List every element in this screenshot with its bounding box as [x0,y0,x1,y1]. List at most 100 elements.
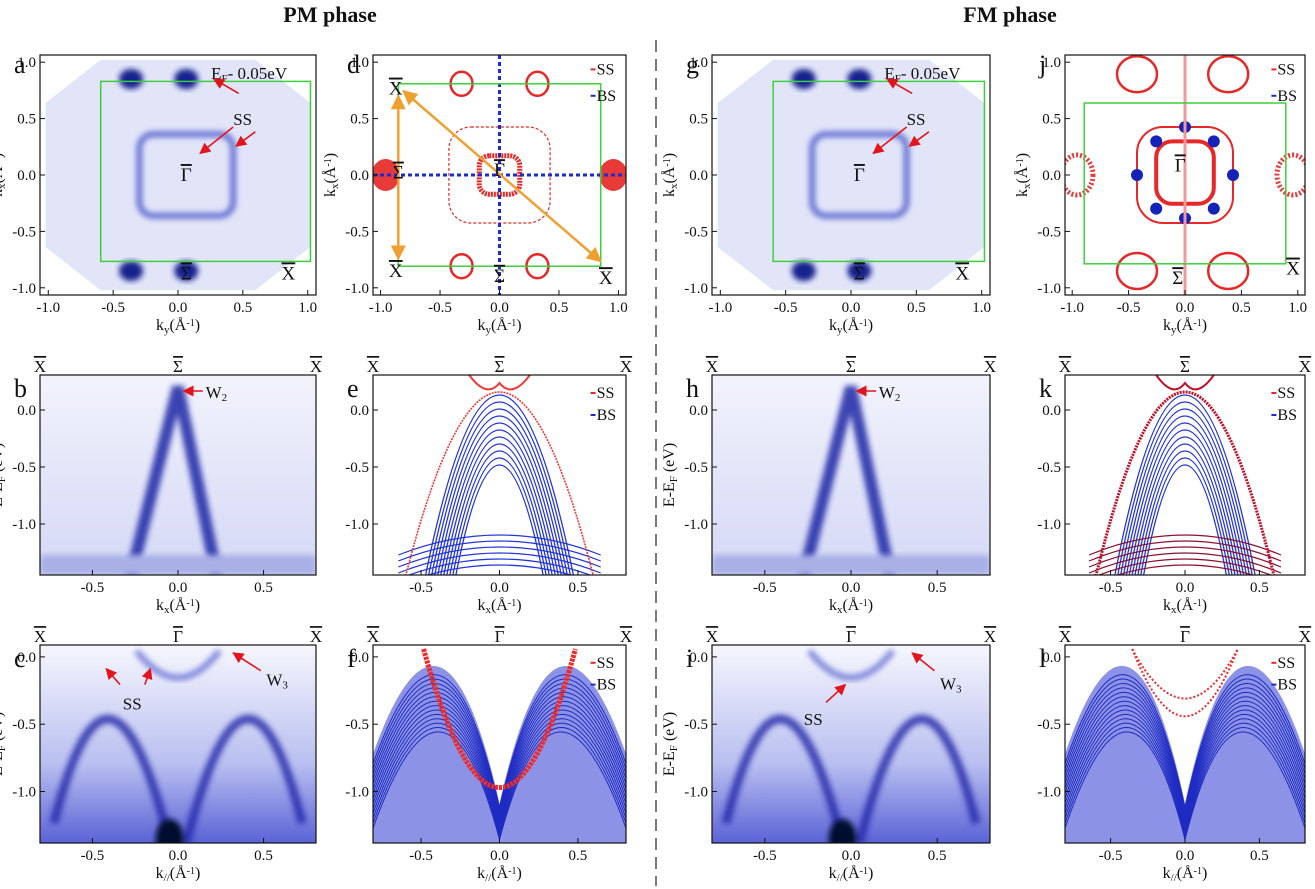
legend-label: BS [597,677,617,694]
bs-band [373,722,626,837]
text-part: W [940,675,957,694]
y-tick-label: -0.5 [12,224,36,240]
bs-band [434,415,565,575]
intensity-spot [791,261,816,281]
text-part: y [164,324,170,336]
bs-band [440,429,559,575]
x-tick-label: -0.5 [81,848,105,864]
text-part: E [884,64,894,83]
legend-label: SS [1277,61,1295,78]
bs-band [1097,558,1273,575]
text-part: ) [195,317,200,334]
bs-band [1065,709,1305,828]
bs-band [443,436,556,575]
y-tick-label: -0.5 [12,460,36,476]
text-part: x [1021,183,1033,189]
y-tick-label: -0.5 [12,717,36,733]
x-tick-label: 0.5 [550,300,569,316]
y-tick-label: -1.0 [684,517,708,533]
annotation: W2 [206,383,228,404]
bs-band [373,709,626,828]
text-part: -1 [508,318,516,329]
x-tick-label: 0.0 [169,580,188,596]
y-tick-label: 0.5 [689,112,708,128]
text-part: (Å [491,596,508,614]
text-part: ) [322,153,339,158]
bs-band [1131,436,1239,575]
panel-image [45,59,311,291]
legend-label: SS [597,655,615,672]
text-part: (Å [169,596,186,614]
panel-image [712,375,990,575]
x-tick-label: -0.5 [1099,848,1123,864]
text-part: k [661,189,678,197]
x-tick-label: 0.5 [1250,848,1269,864]
ss-band [1131,648,1239,718]
x-axis-label: kx(Å-1) [829,596,873,616]
y-tick-label: 0.0 [689,650,708,666]
x-tick-label: -0.5 [1099,580,1123,596]
symmetry-point: X [984,357,996,376]
x-tick-label: 0.5 [1250,580,1269,596]
symmetry-point: Σ [494,266,505,287]
zone-box [99,80,312,263]
x-tick-label: -0.5 [428,300,452,316]
bs-band [425,564,574,575]
intensity-spot [791,69,816,89]
y-tick-label: -1.0 [1037,785,1061,801]
text-part: k [1163,865,1171,882]
bs-band [431,408,568,575]
symmetry-point: X [620,627,632,646]
annotation-arrow [105,667,121,686]
header: PM phase [283,2,377,27]
intensity-spot [119,69,144,89]
symmetry-point: X [1299,627,1311,646]
bs-band [1088,534,1282,556]
text-part: ) [1202,597,1207,614]
ss-band [405,391,594,575]
y-tick-label: -0.5 [345,717,369,733]
bs-dot [1227,169,1239,181]
text-part: // [485,872,492,884]
symmetry-point: X [34,357,46,376]
x-tick-label: -1.0 [36,300,60,316]
panel-image [1065,55,1305,295]
ss-loop [1115,251,1159,291]
bs-band [1065,705,1305,825]
intensity-band [854,714,981,843]
ss-band [1094,390,1276,575]
text-part: (eV) [0,443,6,476]
bs-band [373,683,626,813]
x-tick-label: -0.5 [409,848,433,864]
panel-image [398,375,601,575]
x-tick-label: -0.5 [774,300,798,316]
bs-band [428,401,571,575]
intensity-spot [828,819,857,843]
intensity-band [806,649,896,681]
intensity-band [134,649,222,681]
bs-band [1088,540,1282,562]
x-tick-label: 0.0 [169,300,188,316]
text-part: ) [661,153,678,158]
text-part: - 0.05eV [228,64,288,83]
bs-band [449,450,550,575]
y-tick-label: 0.0 [17,168,36,184]
annotation-arrow [199,126,234,155]
symmetry-point: X [367,627,379,646]
text-part: k [477,597,485,614]
y-tick-label: 0.0 [17,650,36,666]
bs-band [398,546,601,568]
text-part: ) [0,153,6,158]
annotation-arrow [232,652,262,672]
intensity-spot [174,261,199,281]
bs-band [398,552,601,574]
y-tick-label: 1.0 [689,55,708,71]
text-part: ) [517,865,522,882]
x-tick-label: 0.5 [907,300,926,316]
text-part: E-E [0,482,6,507]
text-part: (eV) [661,443,678,476]
text-part: F [0,745,8,751]
text-part: (Å [1013,166,1031,183]
bs-band [1137,450,1233,575]
